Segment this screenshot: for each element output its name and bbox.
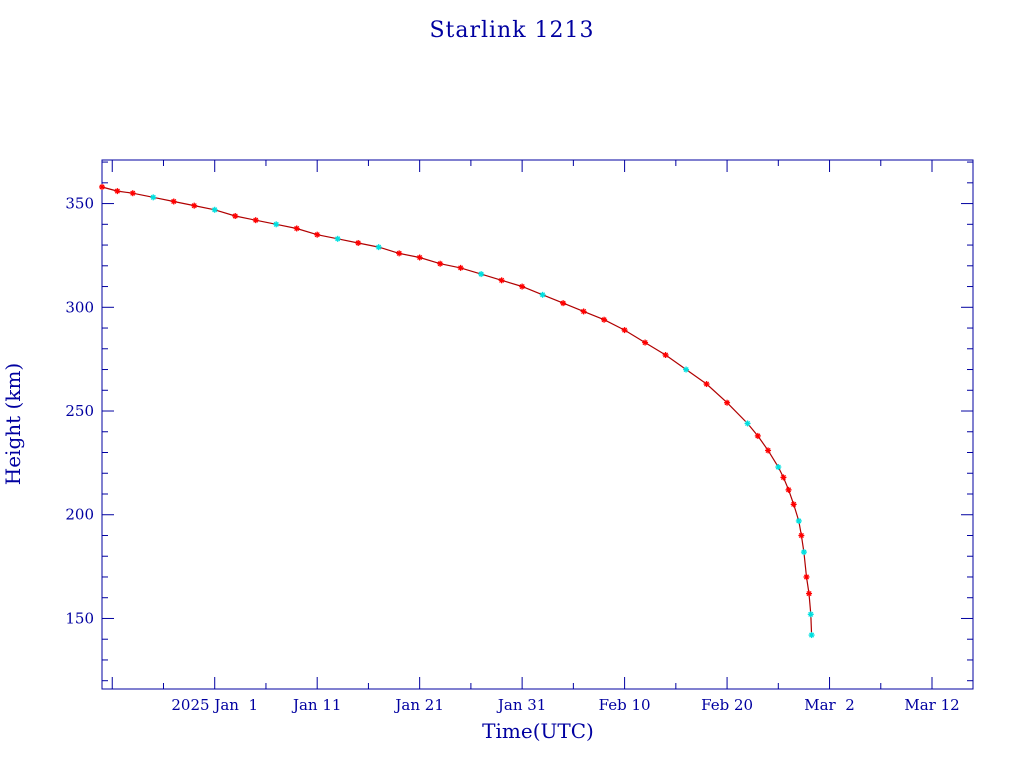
data-point [560,300,567,307]
data-point [129,190,136,197]
y-tick-label: 350 [65,195,94,213]
y-axis-label: Height (km) [1,363,25,485]
data-point [99,183,105,190]
data-point [396,250,403,257]
data-point [437,260,444,267]
data-point [539,291,546,298]
data-point [191,202,198,209]
chart-title: Starlink 1213 [429,18,594,43]
data-point [800,549,807,556]
x-tick-label: Jan 31 [496,696,546,714]
data-point [601,316,608,323]
x-axis-label: Time(UTC) [482,719,594,743]
x-tick-label: Jan 21 [393,696,443,714]
data-point [803,573,810,580]
x-tick-label: Feb 10 [599,696,651,714]
data-point [375,244,382,251]
data-point [754,432,761,439]
data-point [293,225,300,232]
data-point [790,501,797,508]
x-tick-label: Jan 11 [291,696,341,714]
data-point [150,194,157,201]
data-point [355,239,362,246]
data-point [114,188,121,195]
data-point [519,283,526,290]
x-tick-label: Mar 2 [804,696,855,714]
data-point [780,474,787,481]
x-tick-label: Feb 20 [701,696,753,714]
data-point [457,264,464,271]
data-point [683,366,690,373]
y-tick-label: 300 [65,298,94,316]
data-point [795,517,802,524]
data-point [416,254,423,261]
data-point [498,277,505,284]
data-point [785,486,792,493]
data-point [478,271,485,278]
data-point [744,420,751,427]
data-point [642,339,649,346]
data-point [273,221,280,228]
x-tick-label: 2025 Jan 1 [171,696,258,714]
data-point [703,381,710,388]
data-point [232,213,239,220]
y-tick-label: 250 [65,402,94,420]
data-point [580,308,587,315]
data-point [334,235,341,242]
plot-frame [101,159,974,690]
data-point [252,217,259,224]
data-point [211,206,218,213]
data-point [806,590,813,597]
axis-ticks [102,160,973,689]
y-tick-label: 200 [65,506,94,524]
data-point [765,447,772,454]
x-tick-label: Mar 12 [904,696,959,714]
y-tick-label: 150 [65,609,94,627]
data-markers [99,183,815,639]
data-point [170,198,177,205]
data-point [662,352,669,359]
data-point [808,632,815,639]
data-point [621,327,628,334]
data-point [775,464,782,471]
height-curve [101,186,813,636]
data-point [798,532,805,539]
axis-tick-labels: 150 200 250 300 350 2025 Jan 1 Jan 11 Jan 21 Jan… [65,195,959,714]
data-point [314,231,321,238]
data-point [724,399,731,406]
data-point [807,611,814,618]
